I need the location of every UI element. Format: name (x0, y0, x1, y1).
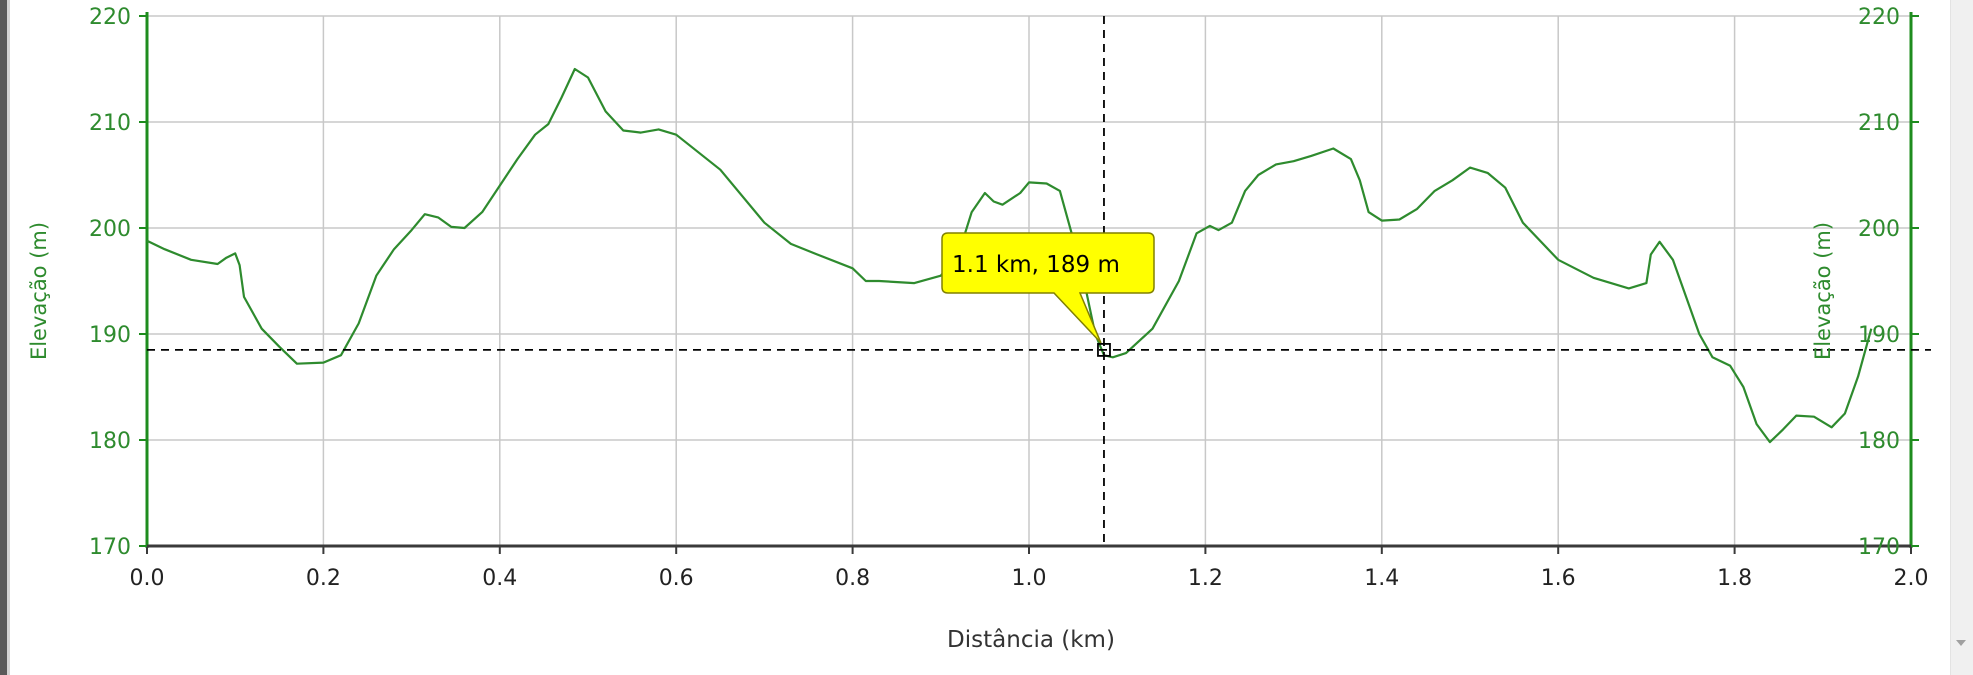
y-tick-label-left: 190 (89, 323, 131, 348)
x-tick-label: 0.8 (835, 566, 870, 591)
y-tick-label-right: 210 (1858, 111, 1900, 136)
x-tick-label: 1.4 (1364, 566, 1399, 591)
x-axis-label: Distância (km) (947, 627, 1115, 653)
y-tick-label-left: 200 (89, 217, 131, 242)
tooltip-text: 1.1 km, 189 m (952, 252, 1120, 278)
x-tick-label: 0.0 (130, 566, 165, 591)
axes (139, 12, 1919, 554)
tick-labels: 0.0 0.2 0.4 0.6 0.8 1.0 1.2 1.4 1.6 1.8 2.0 170 170 1… (89, 5, 1929, 591)
tooltip-box (941, 232, 1155, 344)
elevation-line (146, 67, 1873, 444)
vertical-scrollbar[interactable] (1950, 0, 1973, 675)
x-tick-label: 0.2 (306, 566, 341, 591)
crosshair-marker (1097, 342, 1111, 357)
series-layer (146, 67, 1873, 444)
x-tick-label: 2.0 (1894, 566, 1929, 591)
y-tick-label-left: 220 (89, 5, 131, 30)
x-tick-label: 1.8 (1717, 566, 1752, 591)
x-tick-label: 1.6 (1541, 566, 1576, 591)
crosshair (147, 16, 1931, 546)
y-tick-label-left: 180 (89, 429, 131, 454)
x-tick-label: 1.2 (1188, 566, 1223, 591)
y-tick-label-right: 200 (1858, 217, 1900, 242)
y-axis-label-left: Elevação (m) (27, 222, 51, 360)
scroll-down-icon[interactable] (1956, 640, 1966, 646)
y-tick-label-right: 190 (1858, 323, 1900, 348)
y-tick-label-left: 210 (89, 111, 131, 136)
x-tick-label: 0.4 (482, 566, 517, 591)
y-tick-label-left: 170 (89, 535, 131, 560)
y-tick-label-right: 180 (1858, 429, 1900, 454)
y-axis-label-right: Elevação (m) (1811, 222, 1835, 360)
y-tick-label-right: 220 (1858, 5, 1900, 30)
x-tick-label: 0.6 (659, 566, 694, 591)
y-tick-label-right: 170 (1858, 535, 1900, 560)
window-frame-left (0, 0, 10, 675)
x-tick-label: 1.0 (1012, 566, 1047, 591)
tooltip: 1.1 km, 189 m (941, 232, 1155, 344)
